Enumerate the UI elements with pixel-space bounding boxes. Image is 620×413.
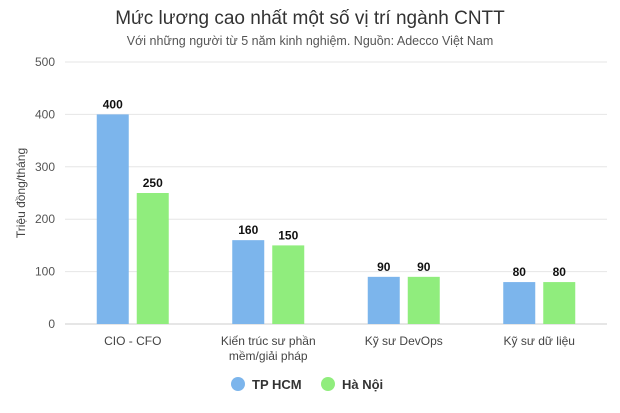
y-tick-label: 200 (35, 212, 55, 226)
legend-label: Hà Nội (342, 377, 383, 392)
y-tick-label: 300 (35, 160, 55, 174)
data-label: 90 (417, 260, 431, 274)
data-label: 400 (103, 97, 123, 111)
x-category-label: Kiến trúc sư phần (221, 334, 316, 348)
data-label: 90 (377, 260, 391, 274)
bar (503, 282, 536, 324)
data-label: 160 (238, 223, 258, 237)
bar (543, 282, 576, 324)
bar (232, 240, 265, 324)
legend-marker (231, 377, 245, 391)
bar (136, 193, 169, 324)
x-category-label: Kỹ sư dữ liệu (504, 334, 575, 348)
y-axis-label: Triệu đồng/tháng (14, 148, 28, 238)
y-tick-label: 100 (35, 265, 55, 279)
data-label: 150 (278, 228, 298, 242)
y-tick-label: 400 (35, 107, 55, 121)
data-label: 250 (143, 176, 163, 190)
chart-subtitle: Với những người từ 5 năm kinh nghiệm. Ng… (126, 34, 494, 48)
chart-title: Mức lương cao nhất một số vị trí ngành C… (115, 8, 505, 29)
x-category-label: mềm/giải pháp (229, 349, 308, 363)
data-label: 80 (513, 265, 527, 279)
legend-marker (321, 377, 335, 391)
legend-label: TP HCM (252, 377, 302, 392)
bar (272, 245, 305, 324)
y-tick-label: 0 (48, 317, 55, 331)
bar (407, 276, 440, 324)
x-category-label: CIO - CFO (104, 334, 161, 348)
x-category-label: Kỹ sư DevOps (365, 334, 443, 348)
data-label: 80 (553, 265, 567, 279)
y-tick-label: 500 (35, 55, 55, 69)
bar (96, 114, 129, 325)
bar (367, 276, 400, 324)
